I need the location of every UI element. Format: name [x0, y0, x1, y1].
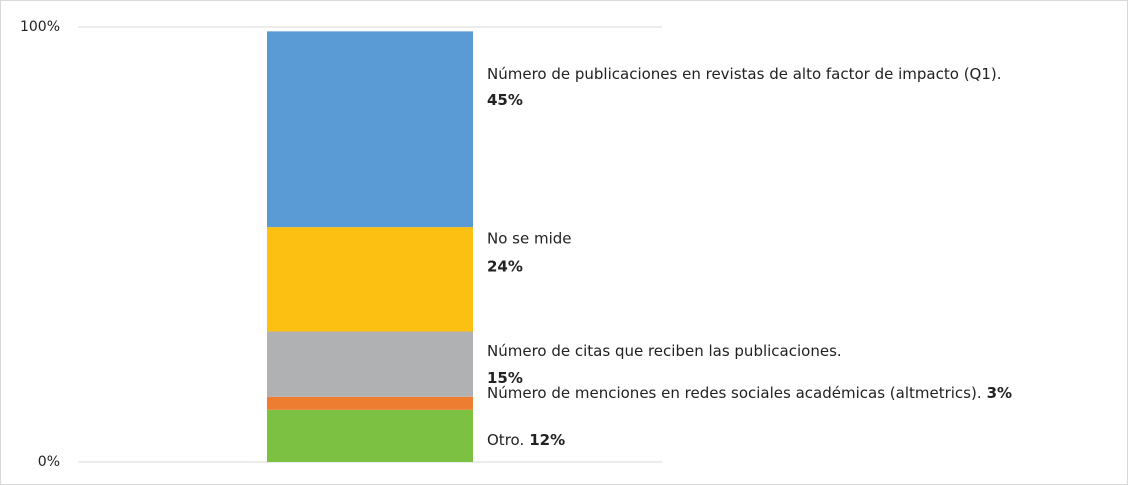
series-name: Otro. [487, 430, 524, 448]
value-label: 15% [487, 369, 523, 387]
segment-label: Número de menciones en redes sociales ac… [487, 383, 1012, 401]
bar-segment [267, 331, 473, 397]
bar-segment [267, 396, 473, 410]
value-label: 24% [487, 258, 523, 276]
segment-label: Otro. 12% [487, 430, 565, 448]
y-tick-label: 100% [20, 19, 60, 35]
value-label: 45% [487, 91, 523, 109]
value-label: 3% [987, 383, 1012, 401]
bar-segment [267, 227, 473, 332]
series-name: Número de publicaciones en revistas de a… [487, 65, 1002, 83]
series-name: Número de menciones en redes sociales ac… [487, 383, 982, 401]
series-name: No se mide [487, 230, 572, 248]
series-name: Número de citas que reciben las publicac… [487, 342, 842, 360]
y-tick-label: 0% [38, 454, 60, 470]
value-label: 12% [529, 430, 565, 448]
bar-segment [267, 409, 473, 462]
bar-segment [267, 31, 473, 228]
